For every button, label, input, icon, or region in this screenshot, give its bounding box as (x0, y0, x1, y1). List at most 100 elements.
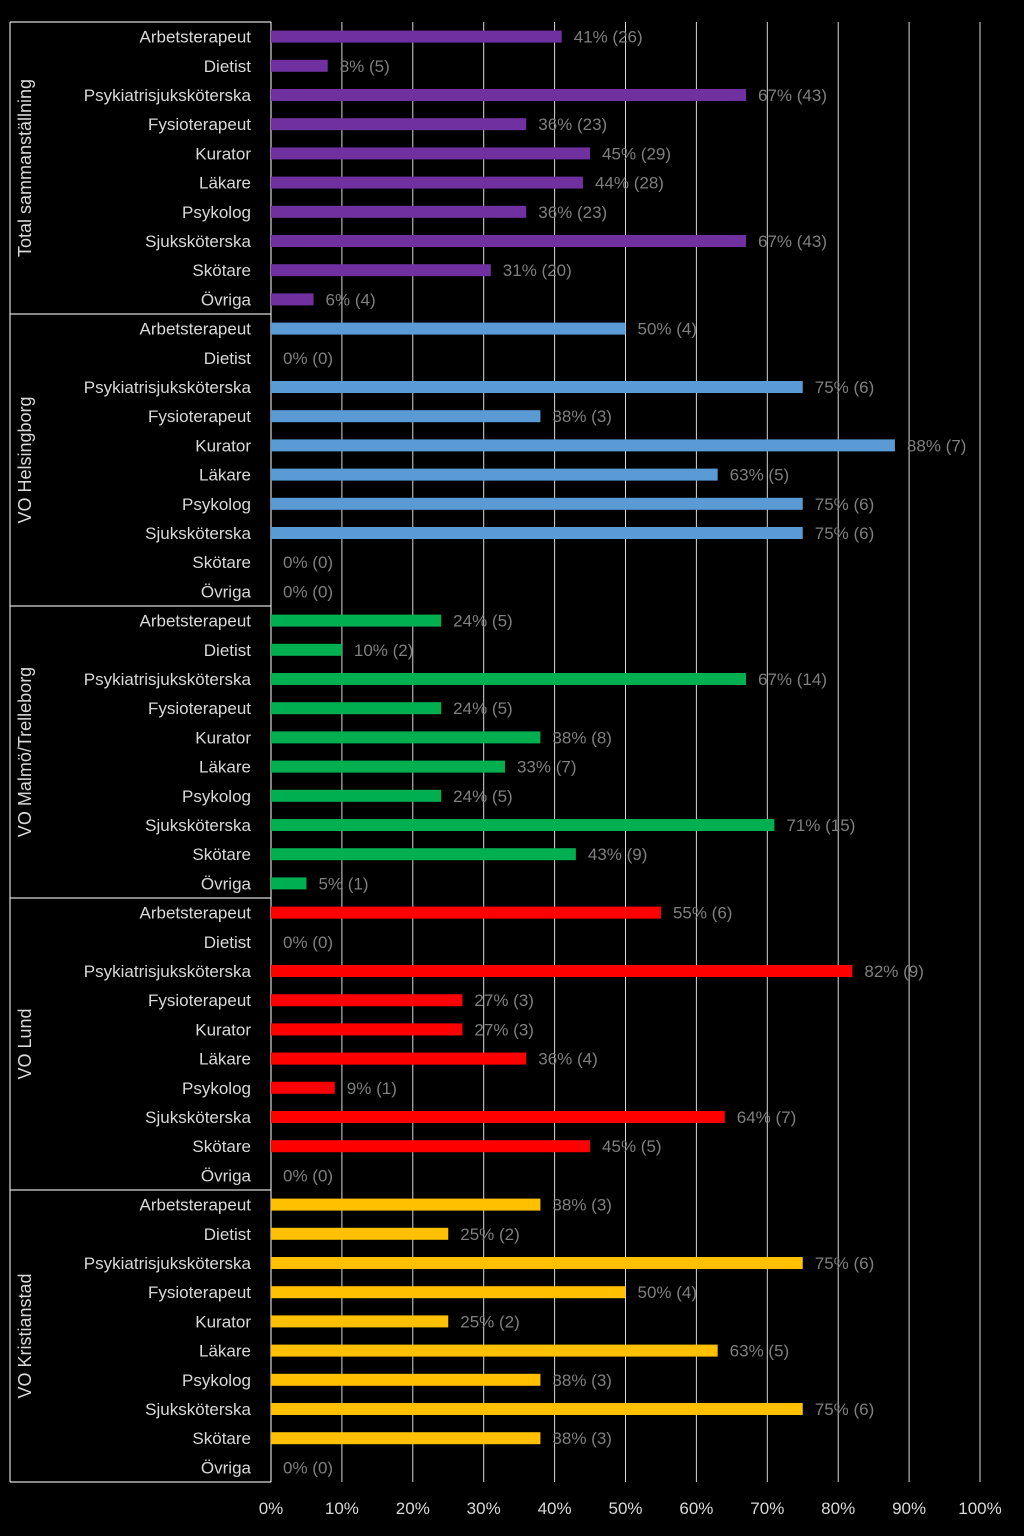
data-label: 38% (3) (552, 407, 612, 426)
group-label: VO Helsingborg (15, 396, 35, 523)
data-label: 75% (6) (815, 1254, 875, 1273)
bar (271, 1081, 335, 1094)
group-label: VO Lund (15, 1008, 35, 1079)
bar (271, 205, 527, 218)
category-label: Kurator (195, 144, 251, 163)
category-label: Psykiatrisjuksköterska (84, 670, 252, 689)
data-label: 0% (0) (283, 582, 333, 601)
category-label: Skötare (192, 261, 251, 280)
category-label: Psykolog (182, 1371, 251, 1390)
category-label: Skötare (192, 1429, 251, 1448)
bar (271, 1315, 449, 1328)
group-label: VO Kristianstad (15, 1273, 35, 1398)
x-tick-label: 30% (467, 1499, 501, 1518)
data-label: 0% (0) (283, 933, 333, 952)
category-label: Psykiatrisjuksköterska (84, 86, 252, 105)
bar (271, 264, 491, 277)
category-label: Övriga (201, 874, 252, 893)
bar (271, 877, 307, 890)
category-label: Fysioterapeut (148, 699, 251, 718)
bar (271, 439, 895, 452)
data-label: 36% (23) (538, 203, 607, 222)
category-label: Sjuksköterska (145, 1108, 251, 1127)
bar (271, 497, 803, 510)
bar (271, 994, 463, 1007)
bar (271, 760, 505, 773)
data-label: 75% (6) (815, 1400, 875, 1419)
data-label: 75% (6) (815, 378, 875, 397)
category-label: Psykiatrisjuksköterska (84, 1254, 252, 1273)
bar (271, 1257, 803, 1269)
category-label: Arbetsterapeut (139, 904, 251, 923)
bar (271, 1111, 725, 1123)
category-label: Sjuksköterska (145, 816, 251, 835)
data-label: 27% (3) (474, 991, 534, 1010)
data-label: 63% (5) (730, 466, 790, 485)
bar (271, 643, 342, 656)
data-label: 64% (7) (737, 1108, 797, 1127)
data-label: 0% (0) (283, 349, 333, 368)
category-label: Skötare (192, 845, 251, 864)
data-label: 67% (43) (758, 86, 827, 105)
data-label: 75% (6) (815, 495, 875, 514)
bar (271, 30, 562, 43)
data-label: 38% (3) (552, 1429, 612, 1448)
category-label: Dietist (204, 641, 252, 660)
x-tick-label: 100% (958, 1499, 1001, 1518)
data-label: 45% (29) (602, 144, 671, 163)
bar (271, 147, 591, 160)
x-tick-label: 10% (325, 1499, 359, 1518)
data-label: 10% (2) (354, 641, 414, 660)
category-label: Övriga (201, 582, 252, 601)
bar (271, 293, 314, 306)
data-label: 24% (5) (453, 787, 513, 806)
bar (271, 789, 442, 802)
x-tick-label: 60% (679, 1499, 713, 1518)
category-label: Dietist (204, 933, 252, 952)
data-label: 41% (26) (574, 28, 643, 47)
category-label: Läkare (199, 758, 251, 777)
data-label: 6% (4) (326, 290, 376, 309)
category-label: Kurator (195, 436, 251, 455)
category-label: Dietist (204, 57, 252, 76)
bar (271, 1023, 463, 1036)
category-label: Fysioterapeut (148, 407, 251, 426)
bar (271, 381, 803, 393)
bar (271, 527, 803, 539)
group-label: Total sammanställning (15, 79, 35, 257)
data-label: 24% (5) (453, 612, 513, 631)
category-label: Kurator (195, 728, 251, 747)
data-label: 44% (28) (595, 174, 664, 193)
bar (271, 702, 442, 715)
data-label: 50% (4) (638, 1283, 698, 1302)
bar (271, 1286, 626, 1299)
data-label: 24% (5) (453, 699, 513, 718)
category-label: Sjuksköterska (145, 1400, 251, 1419)
bar (271, 235, 747, 247)
bar (271, 673, 747, 685)
bar (271, 1344, 718, 1357)
category-label: Sjuksköterska (145, 524, 251, 543)
data-label: 0% (0) (283, 553, 333, 572)
bar (271, 819, 775, 831)
data-label: 0% (0) (283, 1166, 333, 1185)
category-label: Arbetsterapeut (139, 320, 251, 339)
data-label: 88% (7) (907, 436, 967, 455)
category-label: Arbetsterapeut (139, 1196, 251, 1215)
data-label: 25% (2) (460, 1225, 520, 1244)
category-label: Fysioterapeut (148, 991, 251, 1010)
category-label: Arbetsterapeut (139, 612, 251, 631)
data-label: 38% (3) (552, 1196, 612, 1215)
category-label: Läkare (199, 1050, 251, 1069)
x-tick-label: 0% (259, 1499, 284, 1518)
category-label: Fysioterapeut (148, 1283, 251, 1302)
category-label: Dietist (204, 1225, 252, 1244)
category-label: Kurator (195, 1020, 251, 1039)
category-label: Skötare (192, 1137, 251, 1156)
data-label: 45% (5) (602, 1137, 662, 1156)
bar (271, 1403, 803, 1415)
x-tick-label: 20% (396, 1499, 430, 1518)
bar (271, 906, 661, 919)
data-label: 82% (9) (864, 962, 924, 981)
